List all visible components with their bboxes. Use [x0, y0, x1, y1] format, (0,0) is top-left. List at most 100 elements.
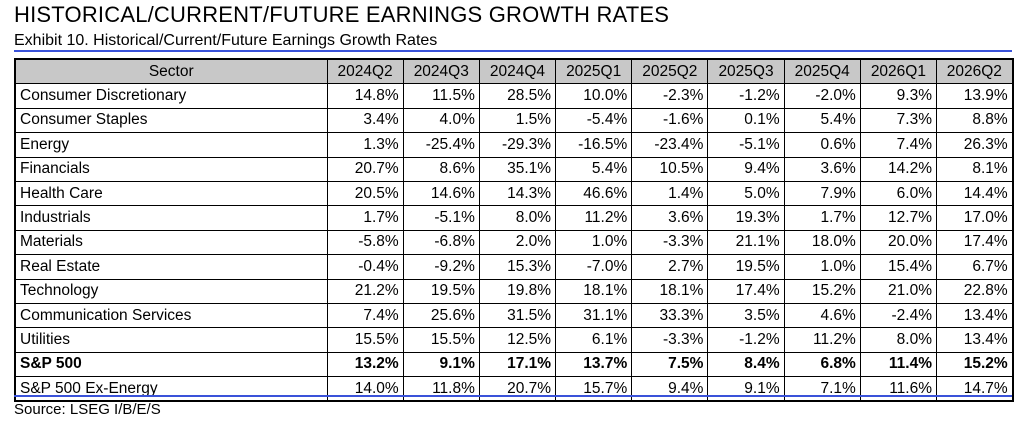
table-row: Real Estate -0.4% -9.2% 15.3% -7.0% 2.7% 19.5%… [14, 254, 1014, 280]
table-row: Communication Services 7.4% 25.6% 31.5% 31.1… [14, 302, 1014, 329]
growth-rate-cell: 2.0% [478, 229, 557, 256]
earnings-growth-table: Sector 2024Q2 2024Q3 2024Q4 2025Q1 2025Q2 2025… [14, 58, 1014, 403]
growth-rate-cell: 3.4% [326, 107, 404, 134]
growth-rate-cell: 15.4% [859, 254, 938, 280]
growth-rate-cell: 14.0% [326, 376, 404, 402]
growth-rate-cell: 7.4% [326, 302, 404, 329]
growth-rate-cell: 11.2% [783, 327, 861, 353]
growth-rate-cell: 1.0% [783, 254, 861, 280]
growth-rate-cell: 9.3% [859, 83, 938, 109]
bottom-divider [14, 395, 1012, 397]
top-divider [14, 50, 1012, 52]
growth-rate-cell: 21.1% [707, 229, 785, 256]
column-header-quarter: 2024Q4 [478, 58, 557, 85]
sector-cell: Energy [14, 132, 328, 158]
column-header-quarter: 2026Q2 [935, 58, 1014, 85]
growth-rate-cell: 20.7% [326, 156, 404, 182]
growth-rate-cell: 1.3% [326, 132, 404, 158]
growth-rate-cell: 0.6% [783, 132, 861, 158]
growth-rate-cell: 5.4% [783, 107, 861, 134]
growth-rate-cell: 46.6% [555, 180, 633, 207]
growth-rate-cell: 11.2% [555, 205, 633, 231]
growth-rate-cell: 9.4% [707, 156, 785, 182]
growth-rate-cell: 4.6% [783, 302, 861, 329]
growth-rate-cell: 7.4% [859, 132, 938, 158]
growth-rate-cell: 7.5% [631, 351, 709, 378]
table-row: Energy 1.3% -25.4% -29.3% -16.5% -23.4% -5.1% 0… [14, 132, 1014, 158]
growth-rate-cell: 15.5% [326, 327, 404, 353]
growth-rate-cell: 9.1% [402, 351, 480, 378]
growth-rate-cell: 33.3% [631, 302, 709, 329]
table-row: S&P 500 Ex-Energy 14.0% 11.8% 20.7% 15.7% 9.4… [14, 376, 1014, 402]
growth-rate-cell: 14.6% [402, 180, 480, 207]
growth-rate-cell: 14.7% [935, 376, 1014, 402]
table-row: S&P 500 13.2% 9.1% 17.1% 13.7% 7.5% 8.4% 6.8% 11… [14, 351, 1014, 378]
table-row: Technology 21.2% 19.5% 19.8% 18.1% 18.1% 17.4%… [14, 278, 1014, 304]
growth-rate-cell: -2.0% [783, 83, 861, 109]
sector-cell: Communication Services [14, 302, 328, 329]
growth-rate-cell: 15.3% [478, 254, 557, 280]
growth-rate-cell: 31.5% [478, 302, 557, 329]
growth-rate-cell: 6.7% [935, 254, 1014, 280]
growth-rate-cell: -0.4% [326, 254, 404, 280]
growth-rate-cell: 8.1% [935, 156, 1014, 182]
growth-rate-cell: 22.8% [935, 278, 1014, 304]
growth-rate-cell: -29.3% [478, 132, 557, 158]
sector-cell: S&P 500 [14, 351, 328, 378]
growth-rate-cell: 8.8% [935, 107, 1014, 134]
growth-rate-cell: 35.1% [478, 156, 557, 182]
growth-rate-cell: 11.5% [402, 83, 480, 109]
growth-rate-cell: 5.0% [707, 180, 785, 207]
growth-rate-cell: -7.0% [555, 254, 633, 280]
growth-rate-cell: 19.3% [707, 205, 785, 231]
exhibit-subtitle: Exhibit 10. Historical/Current/Future Ea… [14, 32, 438, 49]
growth-rate-cell: 7.1% [783, 376, 861, 402]
growth-rate-cell: 13.9% [935, 83, 1014, 109]
growth-rate-cell: 8.0% [859, 327, 938, 353]
growth-rate-cell: -5.1% [402, 205, 480, 231]
growth-rate-cell: 8.0% [478, 205, 557, 231]
growth-rate-cell: 18.0% [783, 229, 861, 256]
column-header-quarter: 2024Q3 [402, 58, 480, 85]
growth-rate-cell: 5.4% [555, 156, 633, 182]
sector-cell: Financials [14, 156, 328, 182]
table-row: Consumer Discretionary 14.8% 11.5% 28.5% 10.… [14, 83, 1014, 109]
table-body: Consumer Discretionary 14.8% 11.5% 28.5% 10.… [14, 83, 1014, 402]
growth-rate-cell: -2.3% [631, 83, 709, 109]
growth-rate-cell: 21.2% [326, 278, 404, 304]
growth-rate-cell: -1.6% [631, 107, 709, 134]
column-header-quarter: 2026Q1 [859, 58, 938, 85]
table-row: Utilities 15.5% 15.5% 12.5% 6.1% -3.3% -1.2% 11… [14, 327, 1014, 353]
growth-rate-cell: 7.9% [783, 180, 861, 207]
growth-rate-cell: 17.4% [935, 229, 1014, 256]
growth-rate-cell: 1.0% [555, 229, 633, 256]
sector-cell: Consumer Staples [14, 107, 328, 134]
growth-rate-cell: 10.5% [631, 156, 709, 182]
growth-rate-cell: 31.1% [555, 302, 633, 329]
growth-rate-cell: -5.1% [707, 132, 785, 158]
growth-rate-cell: 1.7% [326, 205, 404, 231]
growth-rate-cell: 13.7% [555, 351, 633, 378]
column-header-quarter: 2024Q2 [326, 58, 404, 85]
growth-rate-cell: 28.5% [478, 83, 557, 109]
sector-cell: Consumer Discretionary [14, 83, 328, 109]
growth-rate-cell: 3.5% [707, 302, 785, 329]
growth-rate-cell: 15.7% [555, 376, 633, 402]
growth-rate-cell: 12.5% [478, 327, 557, 353]
table-header-row: Sector 2024Q2 2024Q3 2024Q4 2025Q1 2025Q2 2025… [14, 58, 1014, 85]
growth-rate-cell: -2.4% [859, 302, 938, 329]
growth-rate-cell: 19.8% [478, 278, 557, 304]
growth-rate-cell: -3.3% [631, 229, 709, 256]
page-title: HISTORICAL/CURRENT/FUTURE EARNINGS GROWT… [14, 2, 670, 27]
growth-rate-cell: 1.4% [631, 180, 709, 207]
growth-rate-cell: -1.2% [707, 327, 785, 353]
growth-rate-cell: 19.5% [707, 254, 785, 280]
column-header-quarter: 2025Q1 [555, 58, 633, 85]
growth-rate-cell: 6.1% [555, 327, 633, 353]
growth-rate-cell: 26.3% [935, 132, 1014, 158]
growth-rate-cell: 14.3% [478, 180, 557, 207]
growth-rate-cell: -16.5% [555, 132, 633, 158]
sector-cell: S&P 500 Ex-Energy [14, 376, 328, 402]
growth-rate-cell: 21.0% [859, 278, 938, 304]
growth-rate-cell: -5.4% [555, 107, 633, 134]
